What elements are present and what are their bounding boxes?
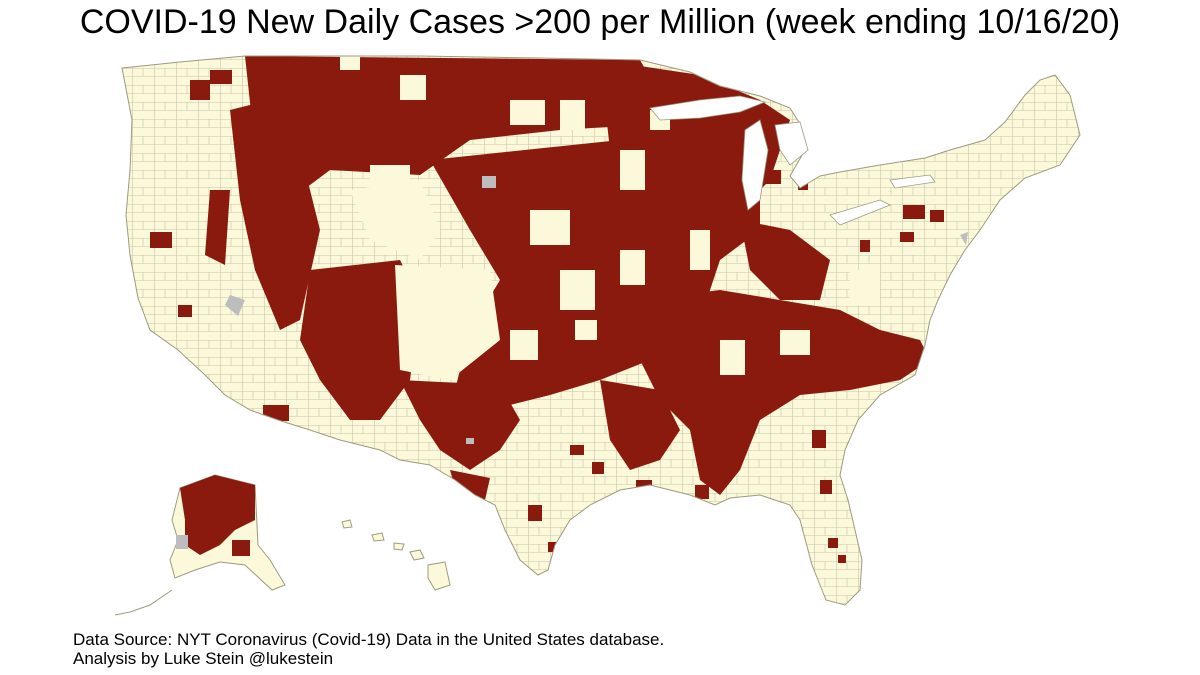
alaska: [114, 474, 286, 616]
credit-line: Analysis by Luke Stein @lukestein: [73, 649, 334, 668]
hawaii: [341, 519, 451, 591]
contiguous-us: [121, 55, 1081, 606]
great-lakes: [649, 95, 936, 226]
data-source-note: Data Source: NYT Coronavirus (Covid-19) …: [73, 630, 664, 668]
source-line: Data Source: NYT Coronavirus (Covid-19) …: [73, 630, 665, 649]
map-title: COVID-19 New Daily Cases >200 per Millio…: [79, 3, 1121, 41]
no-data-counties: [225, 176, 968, 444]
low-case-counties: [340, 56, 880, 380]
